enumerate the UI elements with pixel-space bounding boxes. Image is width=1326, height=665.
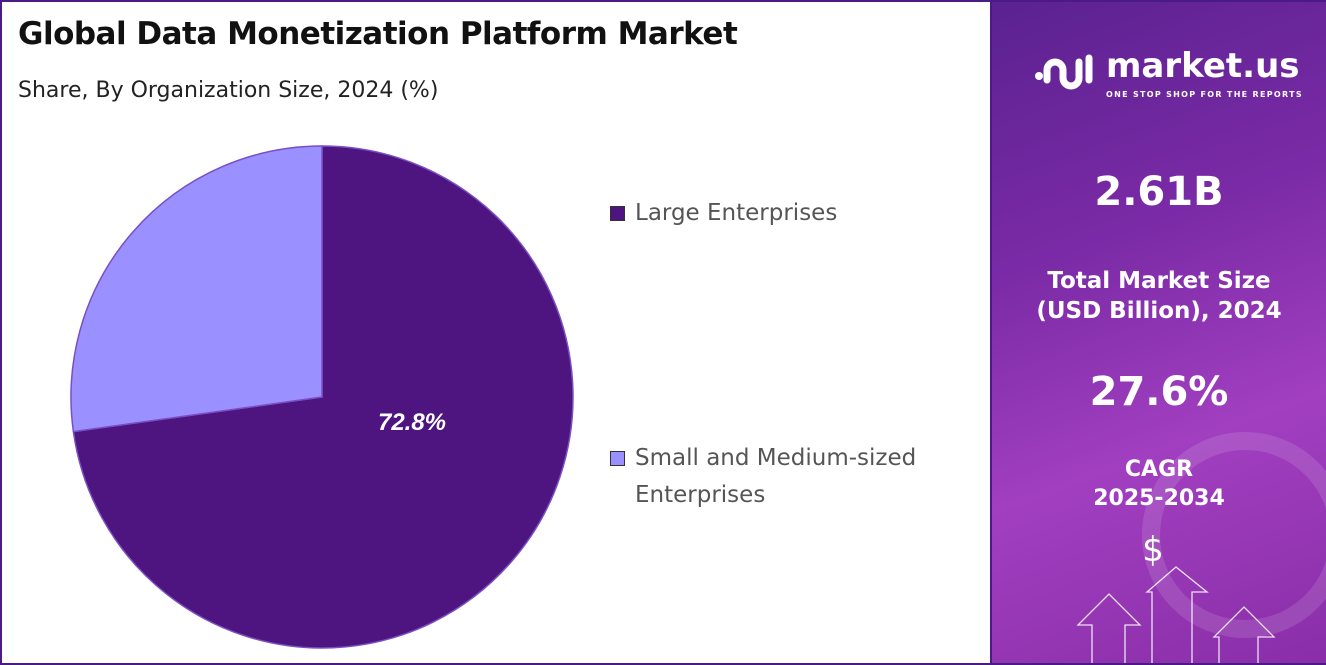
dollar-icon: $ [1142, 530, 1164, 570]
legend-item-large-enterprises: Large Enterprises [610, 195, 837, 232]
pie-slice-small-and-medium-sized-enterprises [70, 145, 323, 433]
chart-subtitle: Share, By Organization Size, 2024 (%) [18, 78, 439, 103]
cagr-label-line2: 2025-2034 [1093, 486, 1225, 511]
market-size-label: Total Market Size (USD Billion), 2024 [992, 266, 1326, 326]
market-us-logo: market.us ONE STOP SHOP FOR THE REPORTS [1034, 46, 1303, 100]
pie-slice-large-enterprises [72, 145, 574, 649]
legend-label-line2: Enterprises [635, 482, 766, 508]
logo-mark-icon [1035, 54, 1093, 90]
legend-label: Small and Medium-sized Enterprises [635, 440, 916, 514]
growth-arrows-icon [1076, 566, 1276, 663]
legend-label-line1: Small and Medium-sized [635, 445, 917, 471]
logo-name: market.us [1106, 46, 1300, 86]
legend-label: Large Enterprises [635, 200, 838, 226]
pie-data-label-large-enterprises: 72.8% [378, 409, 446, 436]
legend-swatch [610, 451, 625, 466]
market-size-value: 2.61B [1094, 169, 1224, 215]
chart-title: Global Data Monetization Platform Market [18, 16, 738, 52]
market-size-label-line1: Total Market Size [1047, 268, 1271, 294]
chart-panel: Global Data Monetization Platform Market… [2, 2, 988, 663]
market-size-label-line2: (USD Billion), 2024 [1036, 298, 1282, 324]
stats-sidebar: market.us ONE STOP SHOP FOR THE REPORTS … [990, 2, 1326, 663]
legend-item-small-medium-enterprises: Small and Medium-sized Enterprises [610, 440, 916, 514]
logo-tagline: ONE STOP SHOP FOR THE REPORTS [1106, 90, 1303, 99]
legend-swatch [610, 206, 625, 221]
cagr-value: 27.6% [1089, 369, 1229, 415]
pie-chart: 72.8% [70, 145, 574, 649]
cagr-label: CAGR 2025-2034 [992, 455, 1326, 513]
cagr-label-line1: CAGR [1124, 457, 1194, 482]
